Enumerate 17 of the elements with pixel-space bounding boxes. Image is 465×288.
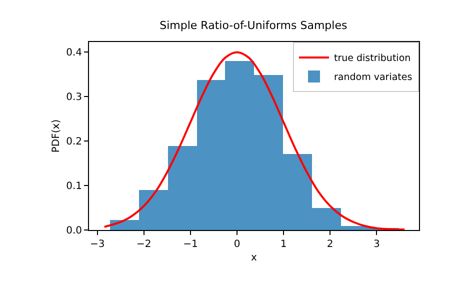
y-tick-label: 0.4 (66, 47, 82, 58)
y-tick-label: 0.0 (66, 226, 82, 236)
y-tick-label: 0.1 (66, 180, 82, 192)
y-axis-title: PDF(x) (51, 119, 62, 153)
x-tick-label: 2 (326, 239, 334, 250)
x-tick-label: −1 (183, 239, 198, 250)
x-tick-label: 1 (280, 239, 287, 250)
x-tick-label: 0 (234, 239, 240, 250)
y-tick-label: 0.3 (66, 92, 82, 103)
legend-label: true distribution (334, 53, 411, 64)
x-axis-title: x (251, 252, 258, 264)
chart-title: Simple Ratio-of-Uniforms Samples (160, 18, 348, 32)
x-tick-label: −3 (90, 239, 105, 250)
legend-label: random variates (334, 72, 412, 84)
x-tick-label: 3 (373, 239, 380, 250)
x-tick-label: −2 (136, 239, 152, 250)
y-tick-label: 0.2 (66, 136, 82, 148)
